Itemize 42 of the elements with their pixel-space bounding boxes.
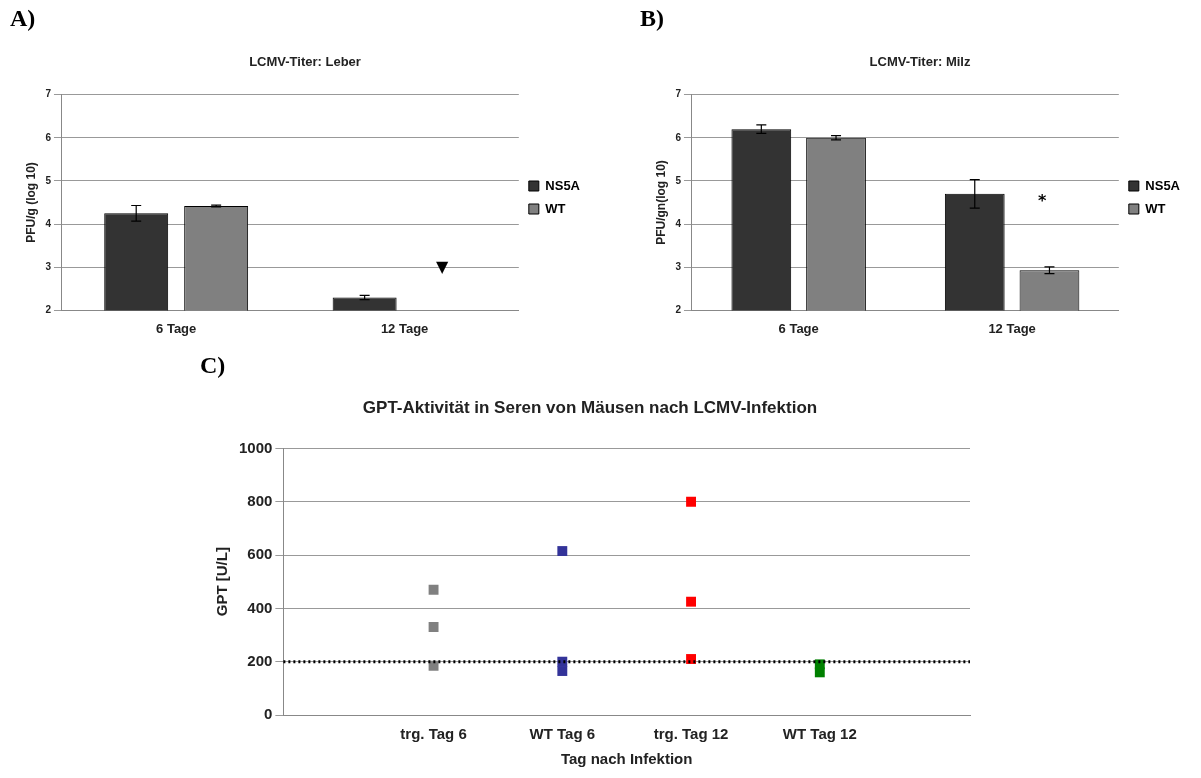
text: C): [200, 352, 226, 379]
chart-title: LCMV-Titer: Leber: [249, 54, 361, 70]
y-tick-label: 4: [675, 217, 682, 229]
x-axis-title: Tag nach Infektion: [560, 750, 693, 768]
y-tick-label: 800: [247, 491, 273, 509]
x-tick-label: trg. Tag 12: [653, 725, 729, 743]
x-tick-label: 6 Tage: [156, 320, 197, 336]
y-tick-label: 600: [247, 545, 273, 563]
x-tick-label: trg. Tag 6: [400, 725, 467, 743]
y-tick-label: 5: [45, 174, 52, 186]
x-tick-label: 12 Tage: [988, 320, 1036, 336]
y-axis-title: PFU/g (log 10): [23, 162, 38, 243]
legend-label: WT: [545, 200, 566, 216]
annotation: *: [1038, 191, 1047, 210]
x-tick-label: WT Tag 12: [782, 725, 857, 743]
y-tick-label: 2: [675, 304, 682, 316]
y-tick-label: 4: [45, 217, 52, 229]
y-tick-label: 3: [675, 260, 682, 272]
y-tick-label: 6: [675, 131, 682, 143]
y-tick-label: 6: [45, 131, 52, 143]
y-tick-label: 1000: [238, 438, 273, 456]
y-tick-label: 400: [247, 598, 273, 616]
y-tick-label: 3: [45, 260, 52, 272]
chart-title: GPT-Aktivität in Seren von Mäusen nach LCMV-Infektion: [362, 397, 818, 417]
legend-label: NS5A: [1145, 177, 1181, 193]
y-tick-label: 0: [264, 705, 273, 723]
text: A): [10, 5, 36, 32]
text: B): [640, 5, 664, 32]
x-tick-label: 6 Tage: [778, 320, 819, 336]
y-tick-label: 7: [45, 88, 52, 100]
legend-label: NS5A: [545, 177, 581, 193]
y-tick-label: 5: [675, 174, 682, 186]
y-axis-title: GPT [U/L]: [213, 547, 231, 617]
x-tick-label: 12 Tage: [380, 320, 429, 336]
legend-label: WT: [1145, 200, 1166, 216]
annotation: ▼: [436, 257, 449, 276]
y-axis-title: PFU/gn(log 10): [653, 160, 668, 245]
chart-title: LCMV-Titer: Milz: [869, 54, 971, 70]
y-tick-label: 7: [675, 88, 682, 100]
y-tick-label: 2: [45, 304, 52, 316]
x-tick-label: WT Tag 6: [529, 725, 596, 743]
y-tick-label: 200: [247, 651, 273, 669]
